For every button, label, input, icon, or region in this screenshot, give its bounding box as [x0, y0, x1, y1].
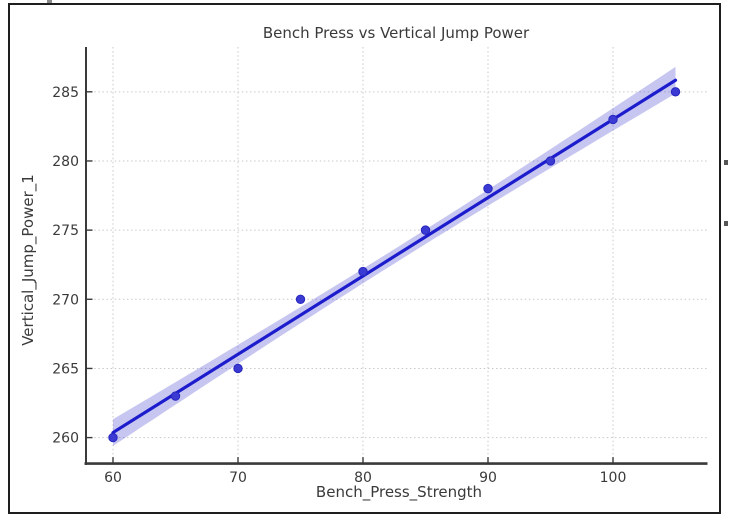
- x-tick-label-80: 80: [354, 470, 372, 486]
- data-point-90-278: [483, 183, 493, 194]
- x-tick-label-60: 60: [104, 470, 122, 486]
- y-tick-label-265: 265: [52, 361, 79, 377]
- data-point-100-283: [608, 114, 618, 125]
- data-point-80-272: [358, 266, 368, 277]
- x-tick-label-90: 90: [479, 470, 497, 486]
- cropped-tick-artifact-right-1: [724, 160, 728, 165]
- regression-line: [111, 78, 678, 435]
- y-tick-label-280: 280: [52, 154, 79, 170]
- data-point-75-270: [295, 294, 306, 304]
- chart-title: Bench Press vs Vertical Jump Power: [263, 24, 530, 42]
- data-point-65-263: [170, 391, 181, 401]
- y-tick-label-275: 275: [52, 223, 79, 239]
- y-tick-label-260: 260: [52, 431, 79, 447]
- grid-layer: [86, 47, 707, 464]
- data-point-95-280: [545, 156, 556, 166]
- data-point-105-285: [670, 87, 681, 97]
- cropped-tick-artifact-right-2: [724, 221, 728, 226]
- y-tick-label-270: 270: [52, 292, 79, 308]
- axis-layer: 60 70 80 90 100 260 265 270 275 280 285: [52, 47, 708, 486]
- plot-layer: [108, 66, 681, 446]
- x-axis-label: Bench_Press_Strength: [316, 483, 482, 502]
- cropped-content-artifact-top: [47, 0, 52, 3]
- data-point-70-265: [233, 363, 243, 374]
- y-tick-label-285: 285: [52, 85, 79, 101]
- data-point-85-275: [420, 225, 431, 235]
- data-point-60-260: [108, 432, 118, 443]
- x-tick-label-70: 70: [229, 470, 247, 486]
- x-tick-label-100: 100: [600, 470, 627, 486]
- y-axis-label: Vertical_Jump_Power_1: [19, 174, 38, 346]
- image-border: [8, 3, 721, 514]
